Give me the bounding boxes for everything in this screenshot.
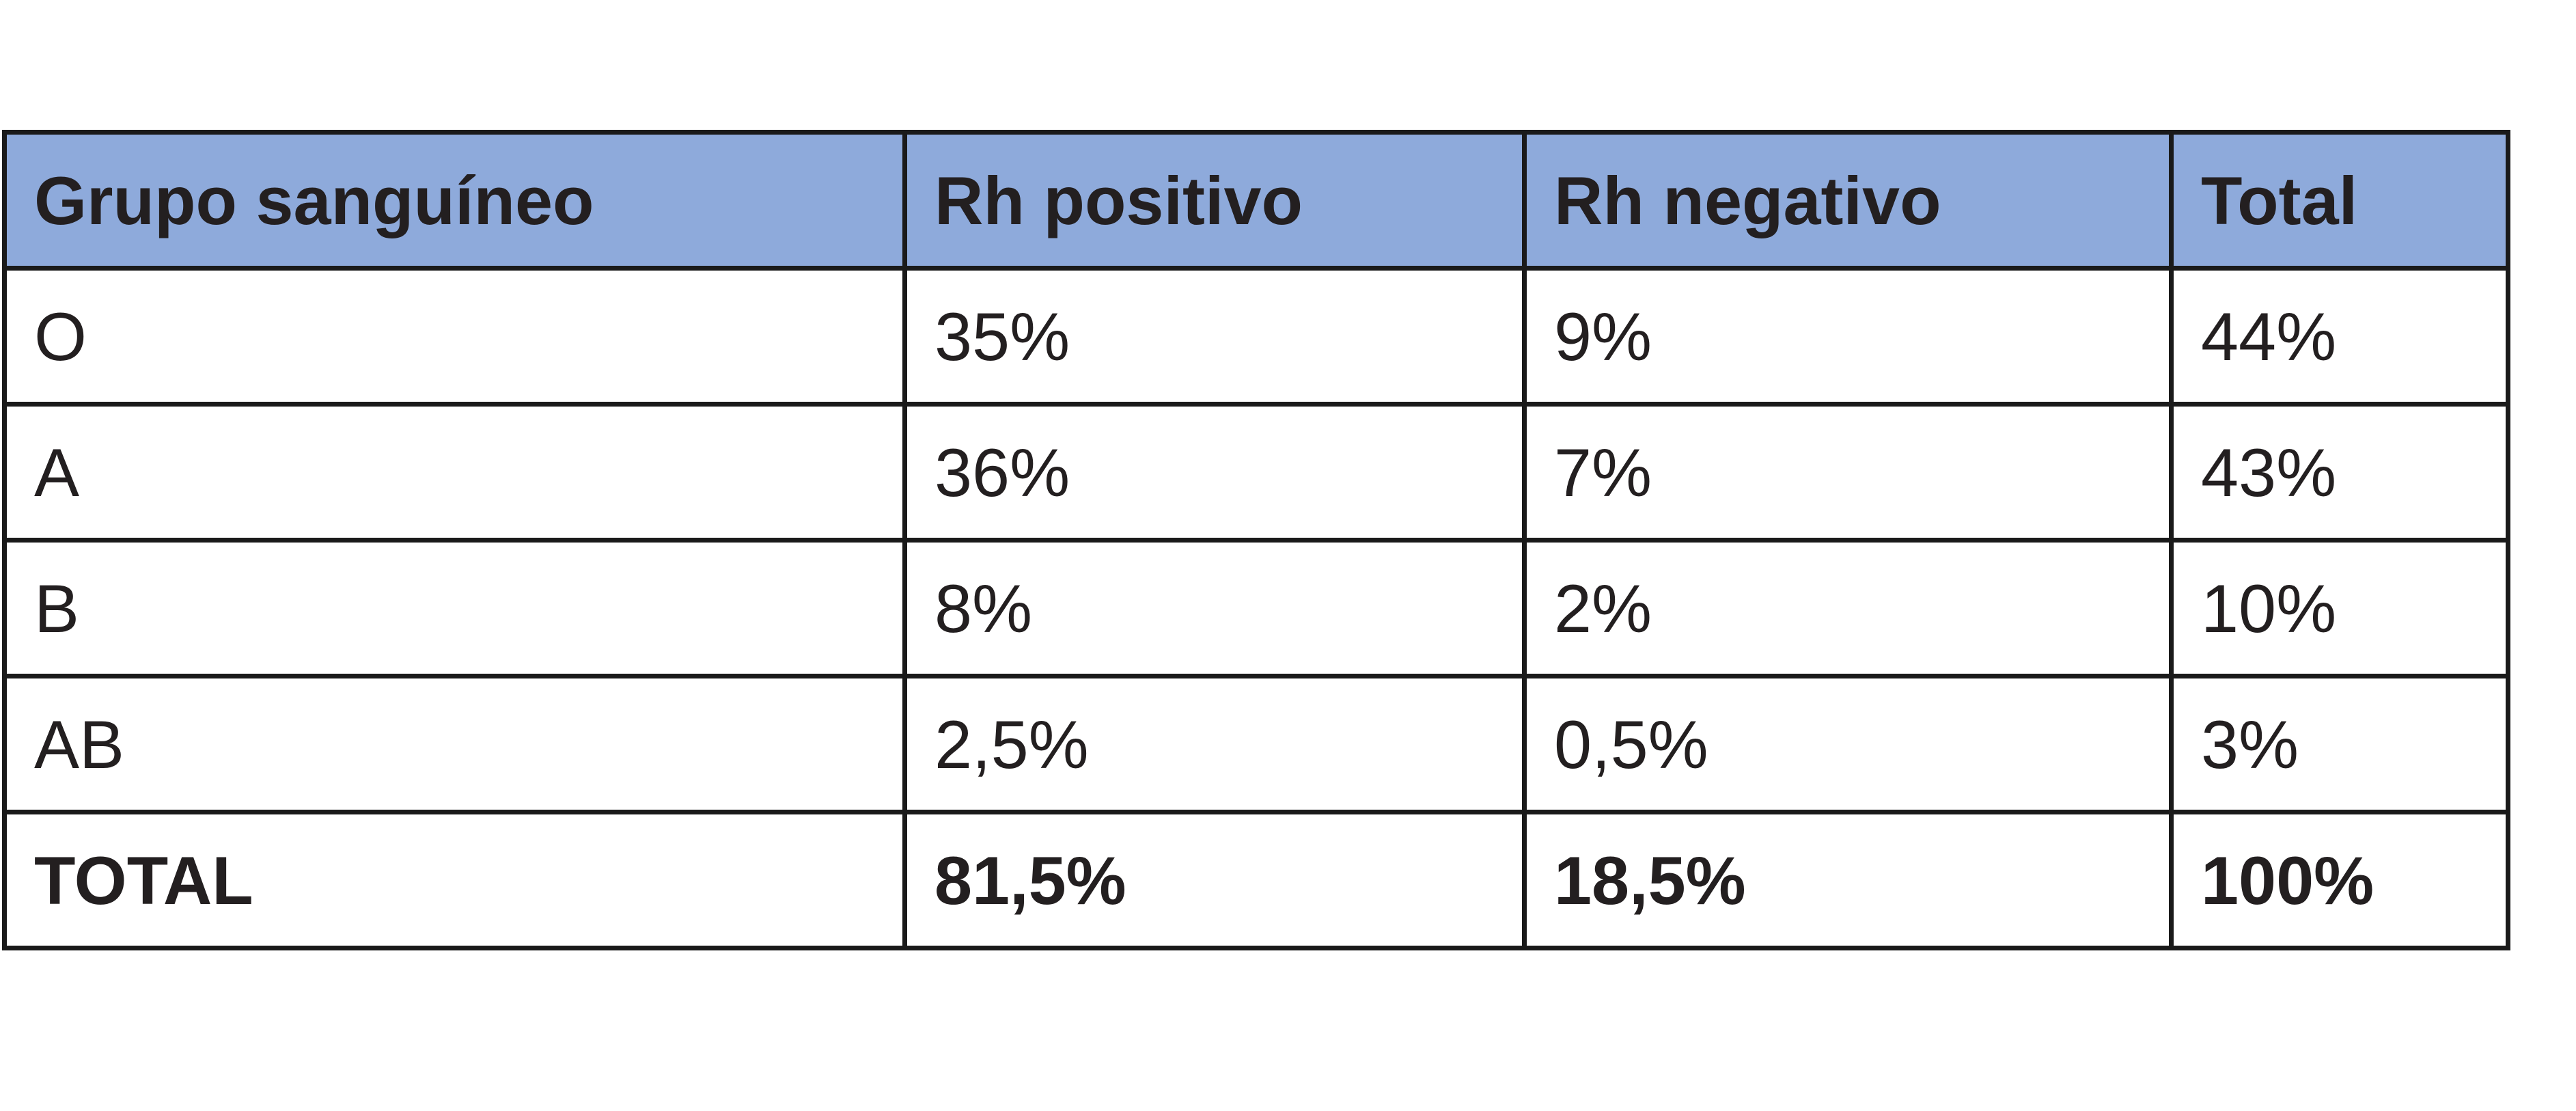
header-total: Total [2169, 130, 2510, 271]
cell-blood-group: A [2, 402, 907, 543]
table-row: A 36% 7% 43% [2, 402, 2510, 543]
cell-blood-group: O [2, 266, 907, 407]
table-footer: TOTAL 81,5% 18,5% 100% [2, 810, 2510, 950]
cell-rh-positive: 2,5% [902, 674, 1527, 814]
cell-total: 44% [2169, 266, 2510, 407]
header-blood-group: Grupo sanguíneo [2, 130, 907, 271]
cell-rh-negative: 9% [1522, 266, 2174, 407]
header-row: Grupo sanguíneo Rh positivo Rh negativo … [2, 130, 2510, 271]
header-rh-positive: Rh positivo [902, 130, 1527, 271]
cell-rh-negative: 2% [1522, 538, 2174, 678]
cell-rh-positive: 35% [902, 266, 1527, 407]
cell-total: 10% [2169, 538, 2510, 678]
total-rh-positive: 81,5% [902, 810, 1527, 950]
cell-rh-negative: 7% [1522, 402, 2174, 543]
total-rh-negative: 18,5% [1522, 810, 2174, 950]
total-label: TOTAL [2, 810, 907, 950]
table-row: O 35% 9% 44% [2, 266, 2510, 407]
header-rh-negative: Rh negativo [1522, 130, 2174, 271]
total-overall: 100% [2169, 810, 2510, 950]
cell-rh-negative: 0,5% [1522, 674, 2174, 814]
table-row: B 8% 2% 10% [2, 538, 2510, 678]
table-row: AB 2,5% 0,5% 3% [2, 674, 2510, 814]
total-row: TOTAL 81,5% 18,5% 100% [2, 810, 2510, 950]
blood-group-table: Grupo sanguíneo Rh positivo Rh negativo … [2, 130, 2510, 950]
cell-rh-positive: 8% [902, 538, 1527, 678]
cell-total: 3% [2169, 674, 2510, 814]
table-header: Grupo sanguíneo Rh positivo Rh negativo … [2, 130, 2510, 271]
cell-rh-positive: 36% [902, 402, 1527, 543]
table-body: O 35% 9% 44% A 36% 7% 43% B 8% 2% 10% AB… [2, 266, 2510, 814]
cell-blood-group: AB [2, 674, 907, 814]
cell-total: 43% [2169, 402, 2510, 543]
cell-blood-group: B [2, 538, 907, 678]
